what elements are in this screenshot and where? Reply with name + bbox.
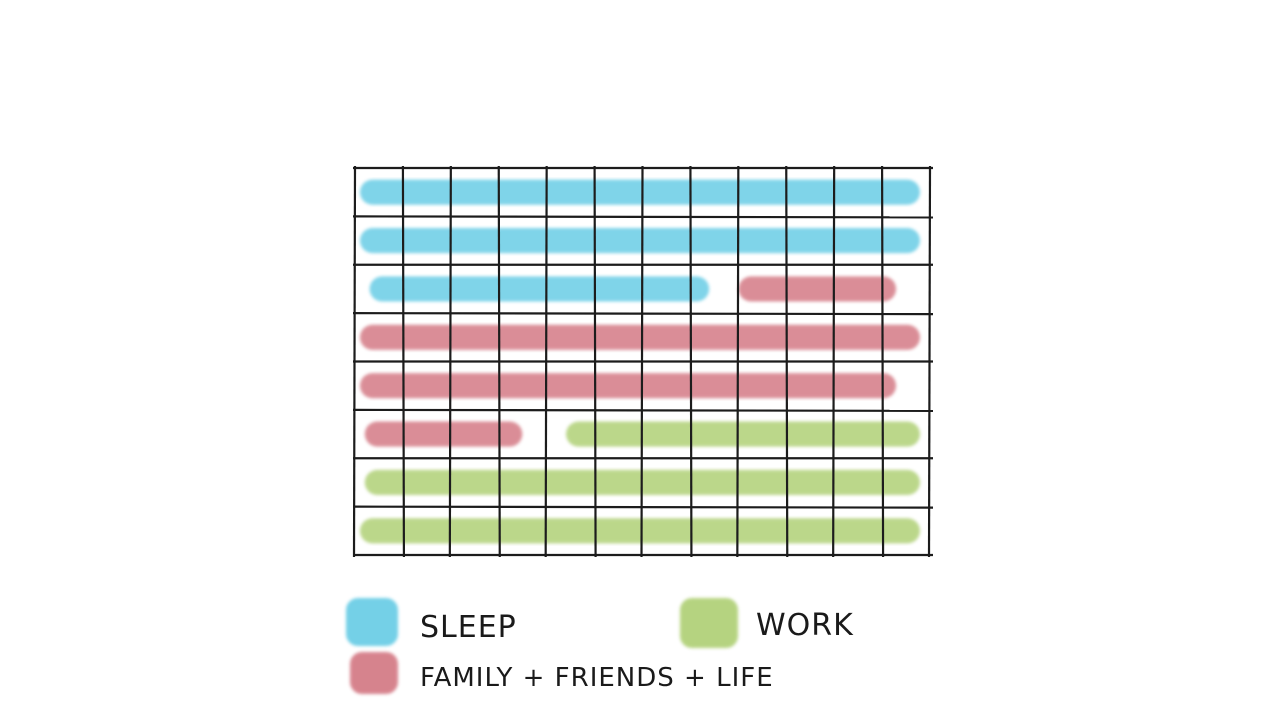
legend-label-sleep: SLEEP [420,610,517,645]
legend-swatch-family [350,652,398,694]
legend-label-family: FAMILY + FRIENDS + LIFE [420,663,774,693]
bar-family [360,373,897,399]
legend-swatch-sleep [346,598,398,646]
bar-sleep [360,227,920,254]
bar-family [360,324,920,350]
bar-sleep [369,276,710,302]
grid-horizontal-line [352,215,934,219]
grid-horizontal-line [352,505,934,509]
bar-work [360,518,920,544]
legend-swatch-work [680,598,738,648]
bar-family [738,276,897,302]
grid-horizontal-line [352,312,934,316]
bar-work [566,421,920,447]
grid-layer [352,165,934,558]
grid-horizontal-line [352,408,934,412]
legend-label-work: WORK [756,608,854,643]
bar-sleep [360,179,920,205]
legend: SLEEP WORK FAMILY + FRIENDS + LIFE [346,598,854,694]
